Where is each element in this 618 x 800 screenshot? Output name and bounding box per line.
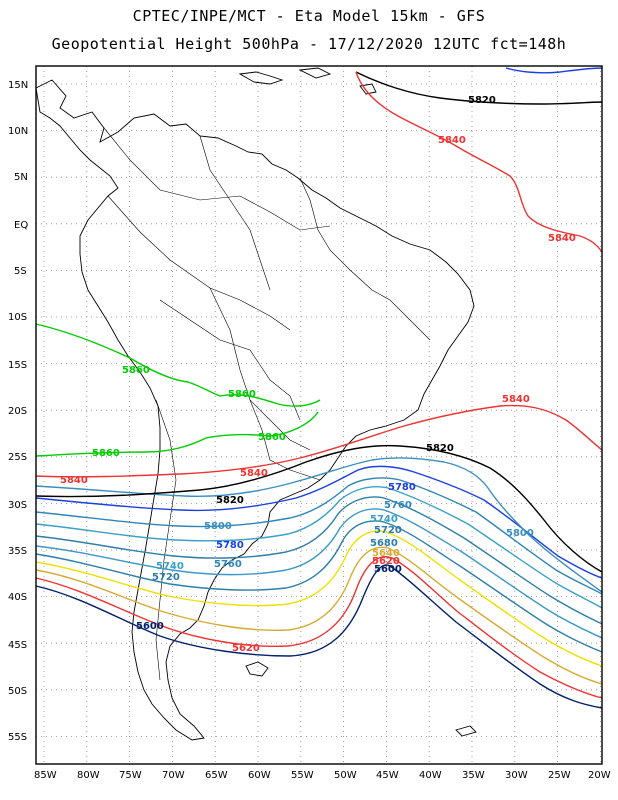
contour-labels: 5820 5840 5840 5840 5860 5860 5860 5860 … bbox=[60, 95, 576, 654]
contour-label: 5780 bbox=[388, 482, 416, 493]
contour-label: 5740 bbox=[370, 514, 398, 525]
border-6 bbox=[299, 177, 331, 251]
contour-label: 5860 bbox=[92, 448, 120, 459]
contour-label: 5600 bbox=[136, 621, 164, 632]
contour-label: 5800 bbox=[506, 528, 534, 539]
contour-5840-north bbox=[355, 71, 603, 253]
contour-5720 bbox=[35, 496, 603, 625]
lon-label: 50W bbox=[334, 770, 357, 781]
lat-label: EQ bbox=[14, 220, 28, 231]
contour-label: 5840 bbox=[60, 475, 88, 486]
contour-5680 bbox=[35, 520, 603, 653]
lon-label: 30W bbox=[505, 770, 528, 781]
contour-5820-north bbox=[355, 71, 603, 105]
lon-label: 20W bbox=[588, 770, 611, 781]
contour-label: 5760 bbox=[214, 559, 242, 570]
latitude-labels: 15N 10N 5N EQ 5S 10S 15S 20S 25S 30S 35S… bbox=[8, 80, 28, 743]
lat-label: 10S bbox=[8, 312, 27, 323]
border-2 bbox=[107, 195, 291, 331]
contour-label: 5840 bbox=[548, 233, 576, 244]
graticule bbox=[36, 66, 602, 764]
lat-label: 15N bbox=[8, 80, 28, 91]
contour-5760 bbox=[35, 477, 603, 595]
lat-label: 45S bbox=[8, 640, 27, 651]
map-frame bbox=[35, 65, 603, 765]
contour-5860-south bbox=[35, 411, 319, 457]
country-borders bbox=[103, 127, 431, 681]
lat-label: 30S bbox=[8, 500, 27, 511]
lat-label: 35S bbox=[8, 546, 27, 557]
contour-label: 5620 bbox=[232, 643, 260, 654]
contour-5620 bbox=[35, 556, 603, 699]
contour-5660 bbox=[35, 530, 603, 667]
contour-5640 bbox=[35, 546, 603, 685]
contour-5780 bbox=[35, 465, 603, 579]
lat-label: 55S bbox=[8, 732, 27, 743]
lat-label: 25S bbox=[8, 452, 27, 463]
contour-label: 5780 bbox=[216, 540, 244, 551]
contour-label: 5680 bbox=[370, 538, 398, 549]
contour-label: 5720 bbox=[374, 525, 402, 536]
lat-label: 40S bbox=[8, 592, 27, 603]
longitude-labels: 85W 80W 75W 70W 65W 60W 55W 50W 45W 40W … bbox=[34, 770, 611, 781]
contour-label: 5620 bbox=[372, 556, 400, 567]
contour-label: 5860 bbox=[228, 389, 256, 400]
contour-label: 5840 bbox=[502, 394, 530, 405]
lon-label: 35W bbox=[462, 770, 485, 781]
contour-label: 5820 bbox=[468, 95, 496, 106]
lat-label: 50S bbox=[8, 686, 27, 697]
lat-label: 5S bbox=[14, 266, 27, 277]
coastline bbox=[35, 67, 477, 741]
contour-label: 5860 bbox=[258, 432, 286, 443]
falkland-islands bbox=[245, 661, 269, 677]
lon-label: 80W bbox=[77, 770, 100, 781]
lat-label: 15S bbox=[8, 360, 27, 371]
contour-label: 5740 bbox=[156, 561, 184, 572]
lat-label: 5N bbox=[14, 172, 28, 183]
lon-label: 85W bbox=[34, 770, 57, 781]
height-contours bbox=[35, 67, 603, 709]
contour-5740 bbox=[35, 486, 603, 609]
contour-label: 5600 bbox=[374, 564, 402, 575]
lon-label: 75W bbox=[119, 770, 142, 781]
contour-5840-south bbox=[35, 404, 603, 478]
contour-5820 bbox=[35, 444, 603, 573]
contour-label: 5840 bbox=[240, 468, 268, 479]
border-1 bbox=[103, 127, 331, 231]
map-title-line1: CPTEC/INPE/MCT - Eta Model 15km - GFS bbox=[132, 7, 486, 25]
caribbean-islands bbox=[238, 67, 377, 95]
contour-label: 5640 bbox=[372, 548, 400, 559]
lon-label: 45W bbox=[376, 770, 399, 781]
lon-label: 70W bbox=[162, 770, 185, 781]
contour-label: 5840 bbox=[438, 135, 466, 146]
lon-label: 55W bbox=[291, 770, 314, 781]
border-3 bbox=[159, 299, 301, 421]
contour-5780-top bbox=[505, 67, 603, 74]
lon-label: 65W bbox=[205, 770, 228, 781]
map-title-line2: Geopotential Height 500hPa - 17/12/2020 … bbox=[51, 35, 567, 53]
contour-label: 5820 bbox=[216, 495, 244, 506]
contour-5600 bbox=[35, 564, 603, 709]
contour-5800 bbox=[35, 457, 603, 593]
border-9 bbox=[329, 249, 431, 341]
contour-label: 5760 bbox=[384, 500, 412, 511]
lat-label: 20S bbox=[8, 406, 27, 417]
south-georgia bbox=[455, 725, 477, 737]
contour-5700 bbox=[35, 508, 603, 639]
contour-label: 5860 bbox=[122, 365, 150, 376]
contour-label: 5800 bbox=[204, 521, 232, 532]
contour-5860-north bbox=[35, 323, 321, 407]
lat-label: 10N bbox=[8, 126, 28, 137]
contour-label: 5820 bbox=[426, 443, 454, 454]
border-5 bbox=[199, 135, 271, 291]
lon-label: 25W bbox=[548, 770, 571, 781]
border-8 bbox=[249, 399, 321, 481]
lon-label: 40W bbox=[419, 770, 442, 781]
contour-label: 5720 bbox=[152, 572, 180, 583]
lon-label: 60W bbox=[248, 770, 271, 781]
